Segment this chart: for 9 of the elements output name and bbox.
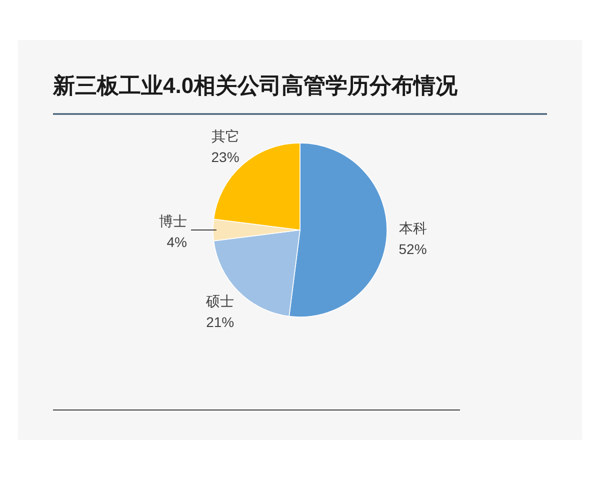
data-label: 4% [166,234,187,250]
slice-label: 博士 [159,213,187,229]
slice-label: 本科 [398,220,427,236]
slice-label: 其它 [211,128,240,144]
slice-label: 硕士 [205,292,234,309]
data-label: 52% [398,241,427,258]
chart-title: 新三板工业4.0相关公司高管学历分布情况 [52,73,459,98]
data-label: 21% [206,314,234,330]
data-label: 23% [211,149,240,166]
